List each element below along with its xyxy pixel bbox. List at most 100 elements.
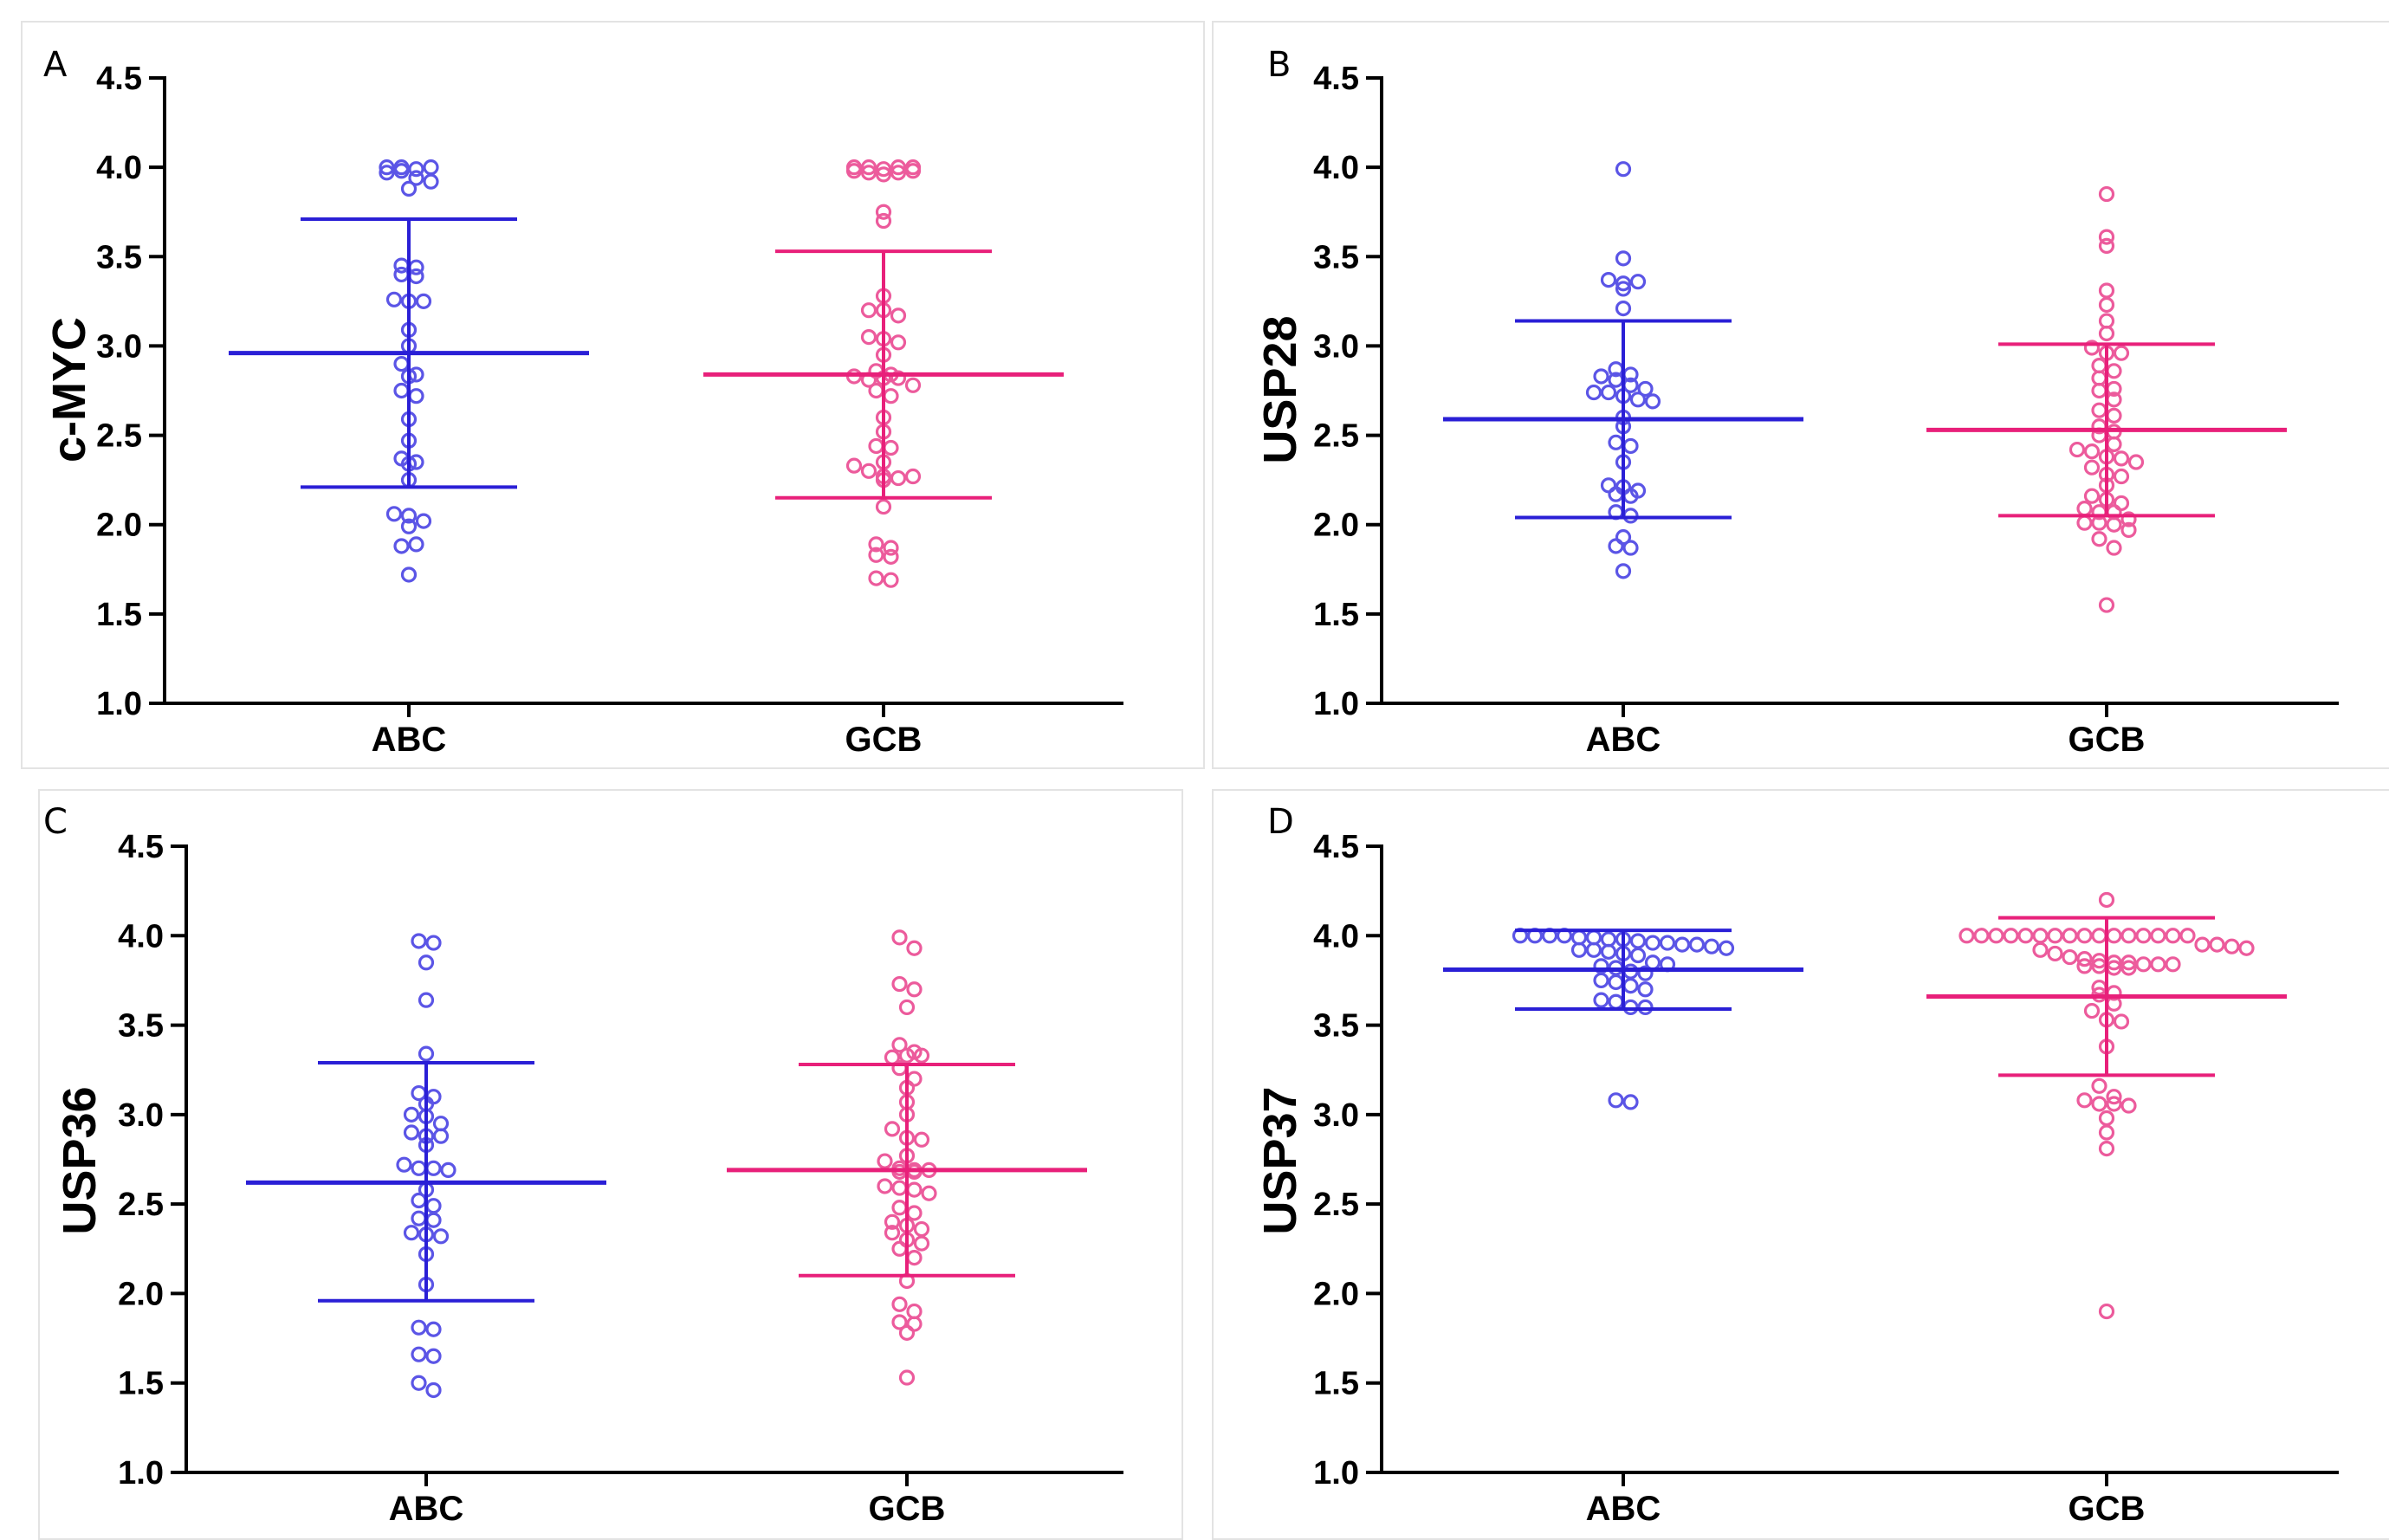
panel-d-point-gcb (2047, 945, 2063, 962)
panel-d-point-gcb (2179, 928, 2196, 944)
panel-a-point-abc (393, 163, 410, 179)
panel-b-y-tick-label: 1.5 (1313, 597, 1359, 633)
panel-a-point-gcb (875, 498, 892, 515)
panel-b-point-gcb (2098, 597, 2115, 613)
panel-b-point-abc (1615, 301, 1632, 317)
panel-d-point-abc (1718, 940, 1735, 956)
panel-a-point-abc (408, 161, 424, 178)
panel-d-point-gcb (1958, 928, 1975, 944)
panel-c-point-gcb (898, 1369, 916, 1386)
panel-c-point-gcb (891, 929, 908, 946)
panel-b-point-abc (1622, 540, 1639, 556)
panel-b-point-gcb (2127, 454, 2145, 470)
panel-b-point-gcb (2098, 325, 2115, 342)
panel-a-x-label-abc: ABC (372, 721, 447, 759)
panel-b-point-abc (1593, 368, 1609, 385)
panel-b-y-title: USP28 (1254, 315, 1306, 463)
panel-b-point-gcb (2106, 436, 2122, 452)
panel-a-frame (21, 21, 1205, 769)
panel-b-point-abc (1585, 384, 1602, 401)
panel-a-point-gcb (883, 439, 899, 456)
panel-d-point-abc (1688, 936, 1706, 953)
panel-c-point-abc (425, 935, 442, 951)
panel-a-point-abc (379, 165, 395, 181)
panel-d-point-abc (1593, 972, 1609, 989)
panel-c-point-abc (432, 1116, 450, 1132)
panel-a-point-abc (423, 173, 439, 190)
panel-c-point-abc (411, 1210, 427, 1226)
panel-a-point-gcb (883, 388, 899, 404)
panel-d-y-tick-label: 1.5 (1313, 1366, 1359, 1402)
panel-b-point-gcb (2120, 511, 2137, 527)
panel-b-point-gcb (2076, 514, 2093, 531)
panel-a-point-abc (400, 518, 418, 534)
panel-d-point-gcb (2091, 928, 2107, 944)
panel-d-point-gcb (2113, 1013, 2130, 1030)
panel-b-point-gcb (2098, 313, 2115, 329)
panel-a-y-tick-label: 2.0 (96, 508, 142, 544)
panel-d-point-gcb (1988, 928, 2004, 944)
panel-a-point-gcb (868, 382, 884, 399)
panel-c-point-abc (411, 1160, 427, 1176)
panel-d-y-tick-label: 4.0 (1313, 918, 1359, 954)
panel-a-point-abc (393, 382, 410, 399)
panel-c-y-tick-label: 1.0 (118, 1455, 164, 1491)
panel-d-y-tick-label: 3.5 (1313, 1008, 1359, 1045)
panel-c-point-gcb (906, 940, 923, 956)
panel-a-letter: A (43, 45, 68, 85)
panel-d-point-gcb (2098, 1141, 2115, 1157)
panel-a-point-gcb (860, 302, 877, 319)
panel-d-point-gcb (2062, 948, 2078, 966)
panel-d-letter: D (1267, 802, 1294, 842)
panel-b-point-gcb (2106, 407, 2122, 424)
panel-c-point-gcb (913, 1131, 930, 1148)
panel-c-point-gcb (906, 1044, 923, 1060)
panel-d-point-abc (1608, 974, 1624, 991)
panel-d-y-tick-label: 2.0 (1313, 1276, 1359, 1312)
panel-d-point-gcb (1973, 928, 1990, 944)
panel-d-point-gcb (2224, 938, 2240, 954)
panel-b-point-gcb (2098, 185, 2115, 203)
panel-b-point-abc (1637, 380, 1654, 398)
panel-d-point-abc (1637, 981, 1654, 998)
panel-b-point-gcb (2091, 358, 2107, 374)
panel-c-point-abc (411, 1319, 427, 1336)
panel-a-point-gcb (904, 377, 922, 393)
panel-c-point-gcb (906, 1303, 923, 1320)
panel-c-point-gcb (898, 1324, 916, 1341)
panel-d-point-abc (1629, 947, 1647, 964)
panel-d-point-abc (1593, 992, 1609, 1008)
panel-d-point-gcb (2047, 928, 2063, 944)
panel-a-point-abc (400, 508, 418, 524)
panel-a-point-abc (415, 293, 432, 309)
panel-c-point-abc (440, 1161, 456, 1178)
panel-b-point-gcb (2098, 237, 2115, 255)
panel-d-point-abc (1637, 999, 1654, 1016)
panel-c-point-abc (403, 1225, 420, 1241)
panel-c-point-gcb (877, 1153, 893, 1169)
panel-d-point-abc (1622, 999, 1639, 1016)
panel-b-letter: B (1267, 45, 1291, 85)
panel-b-point-abc (1629, 391, 1647, 408)
panel-b-point-abc (1615, 281, 1632, 297)
panel-a-point-abc (408, 536, 424, 553)
panel-c-point-abc (432, 1128, 450, 1144)
panel-a-point-gcb (890, 370, 907, 386)
panel-d-point-gcb (2076, 1092, 2093, 1109)
panel-c-point-gcb (877, 1178, 893, 1194)
panel-d-point-abc (1622, 978, 1639, 994)
panel-d-point-gcb (2091, 1096, 2107, 1112)
panel-a-y-tick-label: 3.0 (96, 328, 142, 365)
panel-b-point-gcb (2098, 229, 2115, 245)
panel-c-point-gcb (884, 1121, 901, 1137)
panel-c-point-abc (411, 1346, 427, 1362)
panel-c-y-tick-label: 3.5 (118, 1008, 164, 1045)
panel-d-y-tick-label: 3.0 (1313, 1097, 1359, 1134)
panel-c-point-abc (418, 1045, 435, 1062)
panel-b-point-abc (1600, 384, 1617, 401)
panel-c-x-label-gcb: GCB (869, 1490, 946, 1528)
panel-b-point-abc (1629, 274, 1647, 290)
panel-d-point-abc (1570, 941, 1588, 958)
panel-c-point-gcb (891, 1200, 908, 1216)
panel-c-point-abc (411, 933, 427, 949)
